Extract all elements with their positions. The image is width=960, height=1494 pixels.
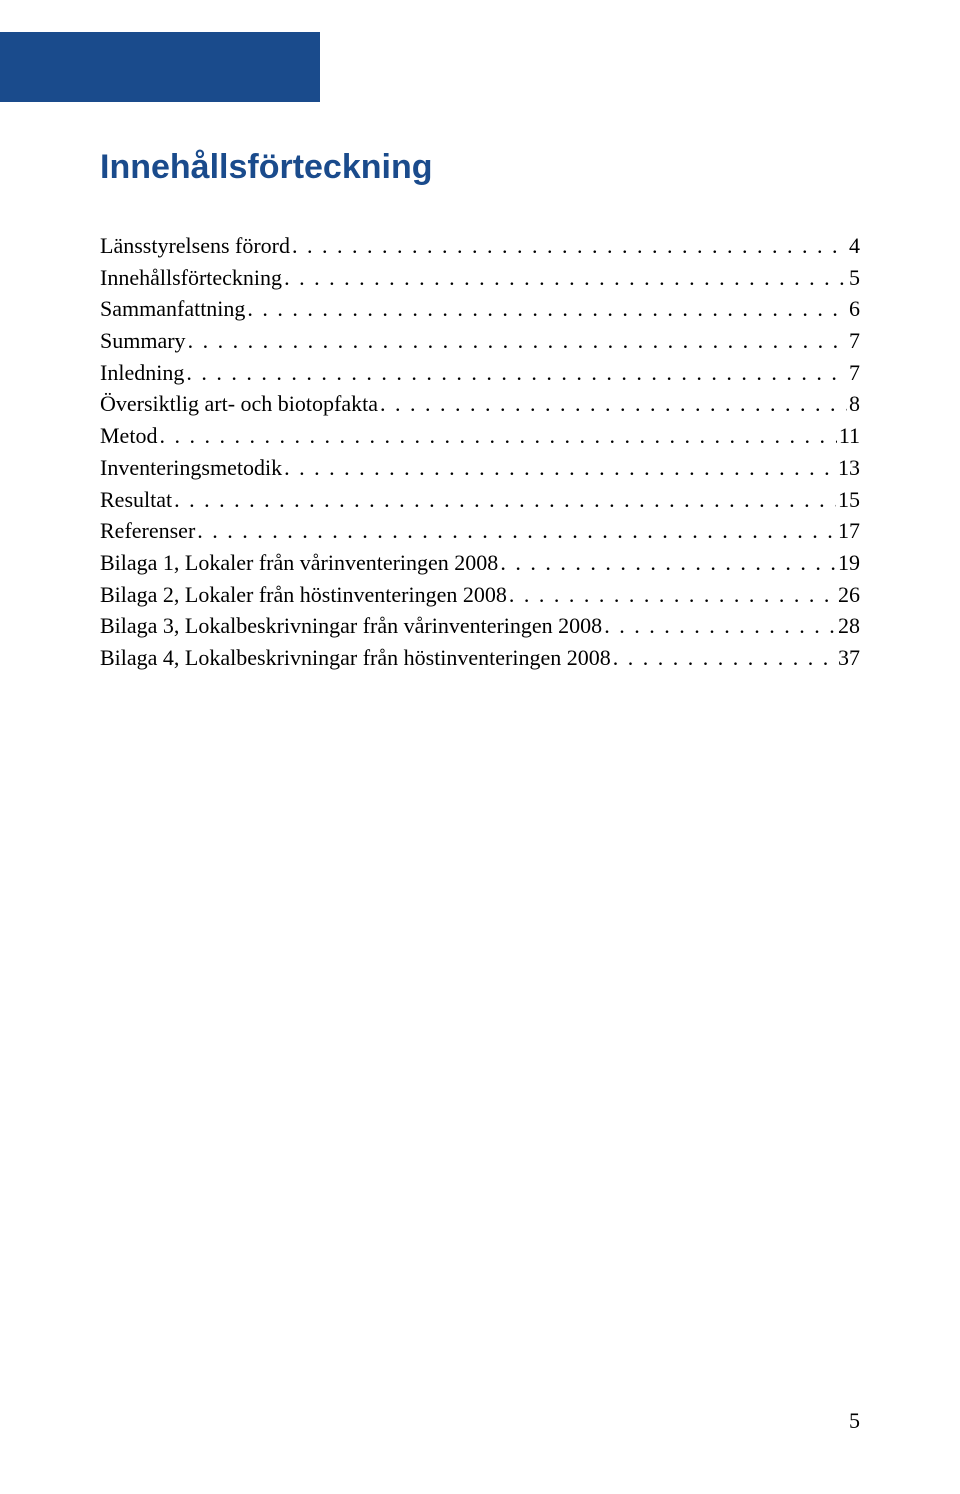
toc-row: Metod. . . . . . . . . . . . . . . . . .… bbox=[100, 421, 860, 451]
toc-page: 7 bbox=[849, 326, 860, 356]
toc-leader: . . . . . . . . . . . . . . . . . . . . … bbox=[174, 485, 836, 515]
toc-page: 5 bbox=[849, 263, 860, 293]
toc-page: 26 bbox=[838, 580, 860, 610]
toc-row: Länsstyrelsens förord. . . . . . . . . .… bbox=[100, 231, 860, 261]
toc-leader: . . . . . . . . . . . . . . . . . . . . … bbox=[186, 358, 847, 388]
toc-label: Bilaga 3, Lokalbeskrivningar från vårinv… bbox=[100, 611, 602, 641]
toc-leader: . . . . . . . . . . . . . . . . . . . . … bbox=[613, 643, 836, 673]
toc-page: 6 bbox=[849, 294, 860, 324]
page-content: Innehållsförteckning Länsstyrelsens föro… bbox=[100, 148, 860, 675]
toc-page: 8 bbox=[849, 389, 860, 419]
toc-page: 13 bbox=[838, 453, 860, 483]
toc-row: Översiktlig art- och biotopfakta. . . . … bbox=[100, 389, 860, 419]
toc-leader: . . . . . . . . . . . . . . . . . . . . … bbox=[284, 453, 836, 483]
toc-leader: . . . . . . . . . . . . . . . . . . . . … bbox=[159, 421, 836, 451]
header-bar bbox=[0, 32, 320, 102]
toc-label: Översiktlig art- och biotopfakta bbox=[100, 389, 378, 419]
toc-label: Metod bbox=[100, 421, 157, 451]
toc-page: 28 bbox=[838, 611, 860, 641]
toc-row: Bilaga 1, Lokaler från vårinventeringen … bbox=[100, 548, 860, 578]
toc-page: 7 bbox=[849, 358, 860, 388]
toc-label: Inledning bbox=[100, 358, 184, 388]
toc-row: Sammanfattning. . . . . . . . . . . . . … bbox=[100, 294, 860, 324]
toc-page: 11 bbox=[839, 421, 860, 451]
toc-row: Bilaga 3, Lokalbeskrivningar från vårinv… bbox=[100, 611, 860, 641]
toc-leader: . . . . . . . . . . . . . . . . . . . . … bbox=[380, 389, 847, 419]
toc-row: Resultat. . . . . . . . . . . . . . . . … bbox=[100, 485, 860, 515]
toc-page: 4 bbox=[849, 231, 860, 261]
toc-label: Bilaga 4, Lokalbeskrivningar från höstin… bbox=[100, 643, 611, 673]
toc-label: Innehållsförteckning bbox=[100, 263, 282, 293]
toc-label: Resultat bbox=[100, 485, 172, 515]
toc-row: Bilaga 4, Lokalbeskrivningar från höstin… bbox=[100, 643, 860, 673]
toc-leader: . . . . . . . . . . . . . . . . . . . . … bbox=[197, 516, 836, 546]
toc-leader: . . . . . . . . . . . . . . . . . . . . … bbox=[284, 263, 847, 293]
toc-label: Länsstyrelsens förord bbox=[100, 231, 290, 261]
toc-leader: . . . . . . . . . . . . . . . . . . . . … bbox=[292, 231, 847, 261]
toc-row: Summary. . . . . . . . . . . . . . . . .… bbox=[100, 326, 860, 356]
toc-label: Bilaga 2, Lokaler från höstinventeringen… bbox=[100, 580, 507, 610]
toc-leader: . . . . . . . . . . . . . . . . . . . . … bbox=[247, 294, 847, 324]
toc-label: Referenser bbox=[100, 516, 195, 546]
toc-page: 17 bbox=[838, 516, 860, 546]
toc-leader: . . . . . . . . . . . . . . . . . . . . … bbox=[188, 326, 847, 356]
toc-page: 37 bbox=[838, 643, 860, 673]
toc-label: Summary bbox=[100, 326, 186, 356]
toc-row: Innehållsförteckning. . . . . . . . . . … bbox=[100, 263, 860, 293]
toc-label: Inventeringsmetodik bbox=[100, 453, 282, 483]
toc-row: Inventeringsmetodik. . . . . . . . . . .… bbox=[100, 453, 860, 483]
toc-page: 15 bbox=[838, 485, 860, 515]
toc-row: Bilaga 2, Lokaler från höstinventeringen… bbox=[100, 580, 860, 610]
toc-row: Inledning. . . . . . . . . . . . . . . .… bbox=[100, 358, 860, 388]
toc: Länsstyrelsens förord. . . . . . . . . .… bbox=[100, 231, 860, 673]
toc-leader: . . . . . . . . . . . . . . . . . . . . … bbox=[500, 548, 836, 578]
toc-label: Sammanfattning bbox=[100, 294, 245, 324]
toc-leader: . . . . . . . . . . . . . . . . . . . . … bbox=[604, 611, 836, 641]
toc-row: Referenser. . . . . . . . . . . . . . . … bbox=[100, 516, 860, 546]
toc-page: 19 bbox=[838, 548, 860, 578]
page-title: Innehållsförteckning bbox=[100, 148, 860, 187]
toc-leader: . . . . . . . . . . . . . . . . . . . . … bbox=[509, 580, 836, 610]
toc-label: Bilaga 1, Lokaler från vårinventeringen … bbox=[100, 548, 498, 578]
page-number: 5 bbox=[849, 1408, 860, 1434]
